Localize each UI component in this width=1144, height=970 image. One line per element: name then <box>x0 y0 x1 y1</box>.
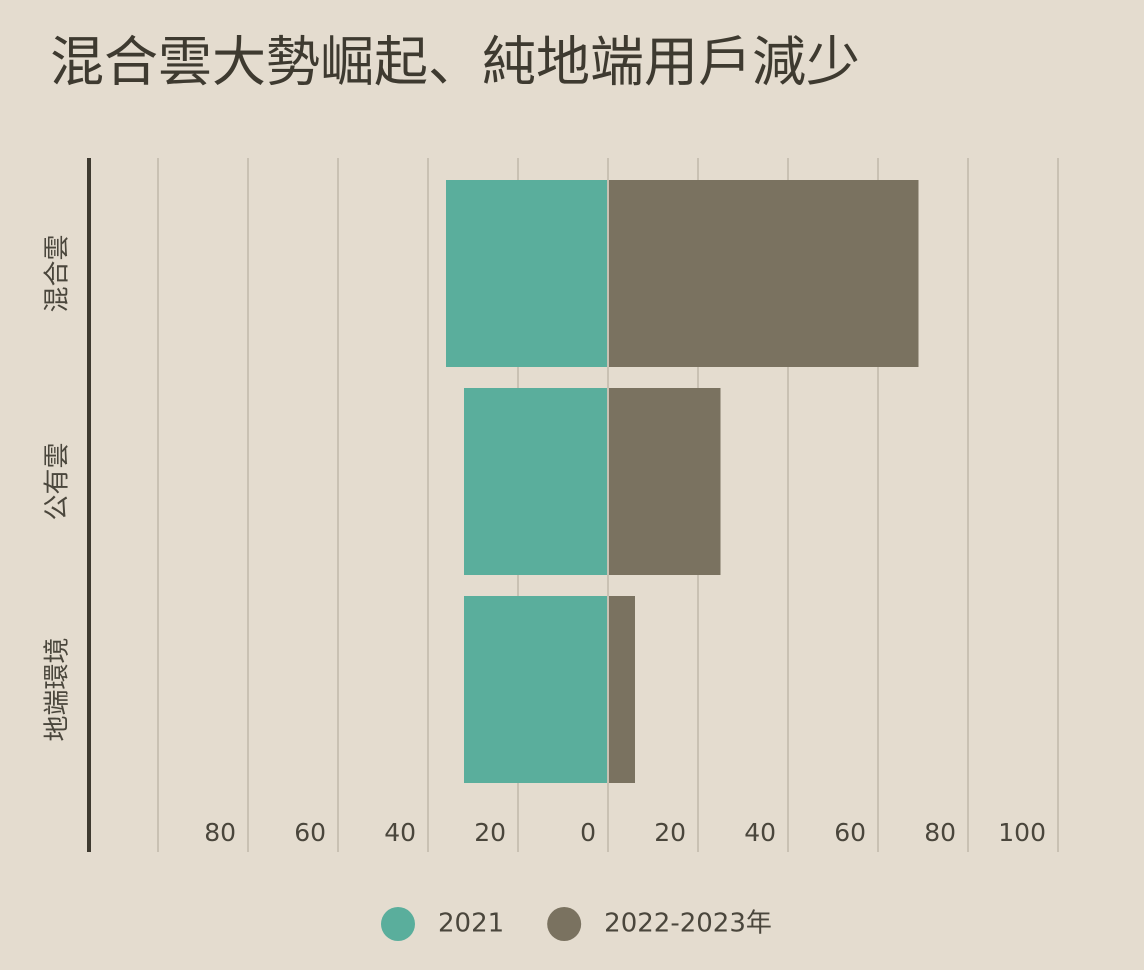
x-tick-label: 60 <box>834 818 866 847</box>
x-tick-label: 20 <box>654 818 686 847</box>
bar <box>609 180 919 367</box>
legend-swatch <box>381 907 415 941</box>
legend-label: 2021 <box>438 909 504 939</box>
x-tick-label: 80 <box>204 818 236 847</box>
x-tick-label: 100 <box>998 818 1046 847</box>
category-label: 地端環境 <box>43 637 73 741</box>
bar <box>609 388 721 575</box>
bar <box>464 596 607 783</box>
bar <box>464 388 607 575</box>
x-tick-label: 40 <box>384 818 416 847</box>
bar <box>609 596 635 783</box>
category-label: 混合雲 <box>43 234 73 312</box>
legend-label: 2022-2023年 <box>604 909 772 939</box>
x-tick-label: 80 <box>924 818 956 847</box>
chart-title: 混合雲大勢崛起、純地端用戶減少 <box>50 31 860 94</box>
bar <box>446 180 607 367</box>
category-label: 公有雲 <box>43 442 73 520</box>
x-tick-label: 20 <box>474 818 506 847</box>
legend-swatch <box>547 907 582 941</box>
x-tick-label: 40 <box>744 818 776 847</box>
x-tick-label: 60 <box>294 818 326 847</box>
x-tick-label: 0 <box>580 818 596 847</box>
